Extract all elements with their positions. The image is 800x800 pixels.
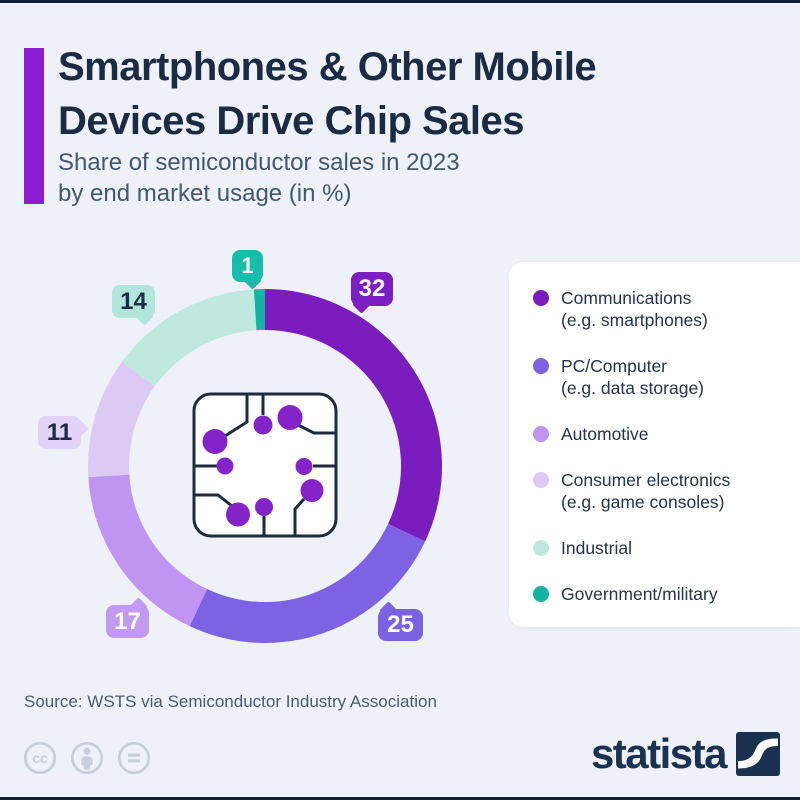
equals-icon[interactable] bbox=[118, 742, 151, 774]
statista-logo-mark bbox=[736, 732, 780, 776]
value-label-text: 11 bbox=[46, 418, 73, 446]
svg-text:cc: cc bbox=[32, 750, 48, 766]
value-label-text: 32 bbox=[358, 275, 386, 302]
value-label-pc-computer: 25 bbox=[378, 601, 423, 641]
value-label-communications: 32 bbox=[351, 272, 393, 314]
legend-label: Communications (e.g. smartphones) bbox=[561, 287, 708, 331]
page-title: Smartphones & Other Mobile Devices Drive… bbox=[58, 40, 597, 148]
legend-dot bbox=[533, 540, 549, 556]
legend-label: Consumer electronics (e.g. game consoles… bbox=[561, 469, 730, 513]
bottom-edge-bar bbox=[0, 797, 800, 800]
statista-wordmark: statista bbox=[590, 730, 728, 777]
legend-item-consumer-electronics: Consumer electronics (e.g. game consoles… bbox=[533, 469, 788, 513]
title-line-1: Smartphones & Other Mobile bbox=[58, 45, 597, 89]
donut-segment-pc-computer[interactable] bbox=[189, 523, 426, 643]
legend-sublabel: (e.g. smartphones) bbox=[561, 310, 708, 330]
legend-name: PC/Computer bbox=[561, 356, 668, 376]
subtitle-line-1: Share of semiconductor sales in 2023 bbox=[58, 149, 460, 176]
donut-segment-consumer-electronics[interactable] bbox=[88, 361, 155, 478]
legend-label: Government/military bbox=[561, 583, 718, 605]
value-label-industrial: 14 bbox=[112, 285, 155, 326]
chart-subtitle: Share of semiconductor sales in 2023 by … bbox=[58, 147, 460, 209]
donut-segment-automotive[interactable] bbox=[88, 474, 208, 627]
value-label-text: 1 bbox=[241, 253, 254, 278]
legend-name: Consumer electronics bbox=[561, 470, 731, 490]
statista-logo[interactable]: statista bbox=[591, 731, 780, 777]
value-label-text: 14 bbox=[120, 287, 147, 315]
legend-name: Government/military bbox=[561, 584, 718, 604]
source-note: Source: WSTS via Semiconductor Industry … bbox=[24, 692, 437, 711]
donut-chart bbox=[88, 289, 443, 643]
top-edge-bar bbox=[0, 0, 800, 3]
donut-segment-government-military[interactable] bbox=[253, 289, 265, 331]
donut-segment-industrial[interactable] bbox=[121, 289, 257, 387]
legend-name: Communications bbox=[561, 288, 692, 308]
legend-item-government-military: Government/military bbox=[533, 583, 788, 605]
value-label-text: 17 bbox=[114, 607, 141, 635]
legend-item-automotive: Automotive bbox=[533, 423, 788, 445]
legend-name: Automotive bbox=[561, 424, 649, 444]
subtitle-line-2: by end market usage (in %) bbox=[58, 180, 352, 207]
value-label-consumer-electronics: 11 bbox=[38, 416, 89, 449]
legend-item-communications: Communications (e.g. smartphones) bbox=[533, 287, 788, 331]
legend-label: PC/Computer (e.g. data storage) bbox=[561, 355, 704, 399]
legend-sublabel: (e.g. data storage) bbox=[561, 378, 704, 398]
legend-dot bbox=[533, 290, 549, 306]
legend-dot bbox=[533, 586, 549, 602]
legend-name: Industrial bbox=[561, 538, 633, 558]
legend-label: Automotive bbox=[561, 423, 649, 445]
cc-icon[interactable] bbox=[24, 742, 56, 774]
donut-segment-communications[interactable] bbox=[265, 289, 443, 542]
chip-icon bbox=[192, 392, 338, 538]
legend-list: Communications (e.g. smartphones) PC/Com… bbox=[533, 287, 788, 605]
value-label-text: 25 bbox=[387, 611, 414, 638]
value-label-government-military: 1 bbox=[232, 250, 263, 290]
title-line-2: Devices Drive Chip Sales bbox=[58, 99, 525, 143]
bubble-tail bbox=[70, 419, 89, 438]
legend-label: Industrial bbox=[561, 537, 632, 559]
legend-dot bbox=[533, 358, 549, 374]
legend-item-industrial: Industrial bbox=[533, 537, 788, 559]
value-label-automotive: 17 bbox=[106, 597, 149, 638]
legend-sublabel: (e.g. game consoles) bbox=[561, 492, 725, 512]
legend-dot bbox=[533, 426, 549, 442]
attribution-icon[interactable] bbox=[70, 742, 103, 774]
title-accent-bar bbox=[24, 48, 44, 204]
legend-card: Communications (e.g. smartphones) PC/Com… bbox=[509, 262, 800, 627]
legend-dot bbox=[533, 472, 549, 488]
license-icons: cc bbox=[24, 742, 151, 774]
legend-item-pc-computer: PC/Computer (e.g. data storage) bbox=[533, 355, 788, 399]
